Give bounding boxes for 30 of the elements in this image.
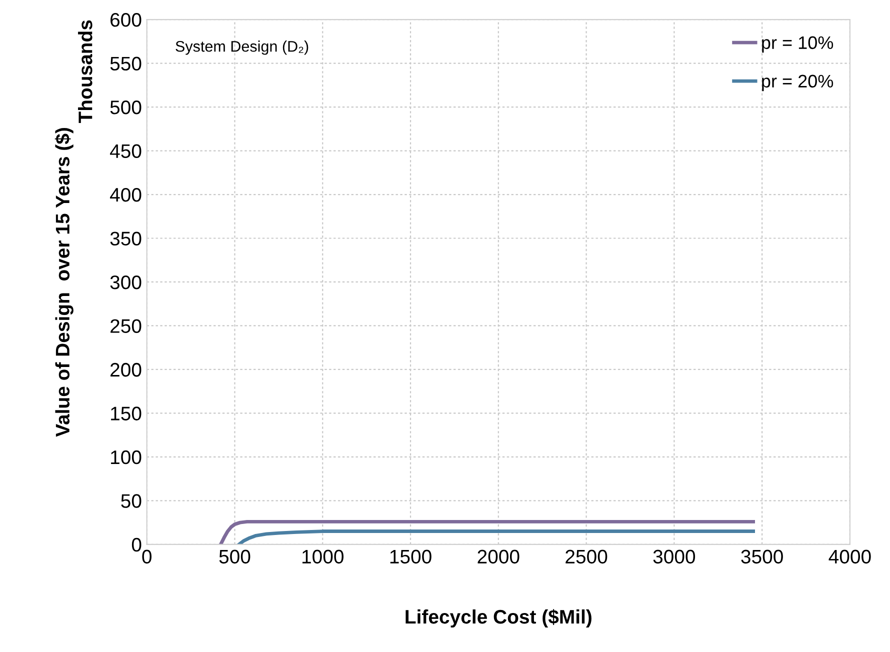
y-tick-label: 450 — [110, 144, 142, 158]
y-tick-label: 300 — [110, 275, 142, 290]
text: System Design (D₂) — [176, 40, 308, 55]
x-tick-label: 1500 — [390, 550, 432, 564]
x-tick-label: 3500 — [741, 550, 783, 564]
x-tick-label: 1000 — [302, 550, 344, 564]
y-tick-label: 0 — [132, 538, 142, 552]
y-axis-title: Value of Design over 15 Years ($) — [54, 128, 74, 437]
y-tick-label: 200 — [110, 362, 142, 377]
x-tick-label: 0 — [142, 550, 152, 564]
legend-label: pr = 10% — [762, 36, 834, 53]
y-tick-label: 150 — [111, 406, 142, 420]
y-tick-label: 100 — [111, 450, 142, 464]
x-tick-label: 4000 — [828, 550, 871, 564]
line-series — [237, 530, 756, 544]
y-tick-label: 550 — [110, 56, 142, 71]
y-tick-label: 500 — [110, 100, 142, 114]
x-tick-label: 3000 — [653, 550, 696, 564]
legend-label: pr = 20% — [762, 74, 834, 92]
x-tick-label: 2000 — [478, 550, 520, 564]
y-tick-label: 350 — [110, 232, 142, 246]
x-tick-label: 2500 — [566, 550, 608, 564]
line-series — [218, 520, 756, 544]
x-tick-label: 500 — [219, 550, 250, 564]
y-tick-label: 600 — [110, 13, 142, 27]
y-tick-label: 50 — [121, 494, 142, 508]
x-axis-title: Lifecycle Cost ($Mil) — [406, 609, 592, 628]
y-tick-label: 250 — [110, 319, 142, 333]
y-tick-label: 400 — [110, 188, 142, 202]
text: Thousands — [78, 20, 92, 124]
